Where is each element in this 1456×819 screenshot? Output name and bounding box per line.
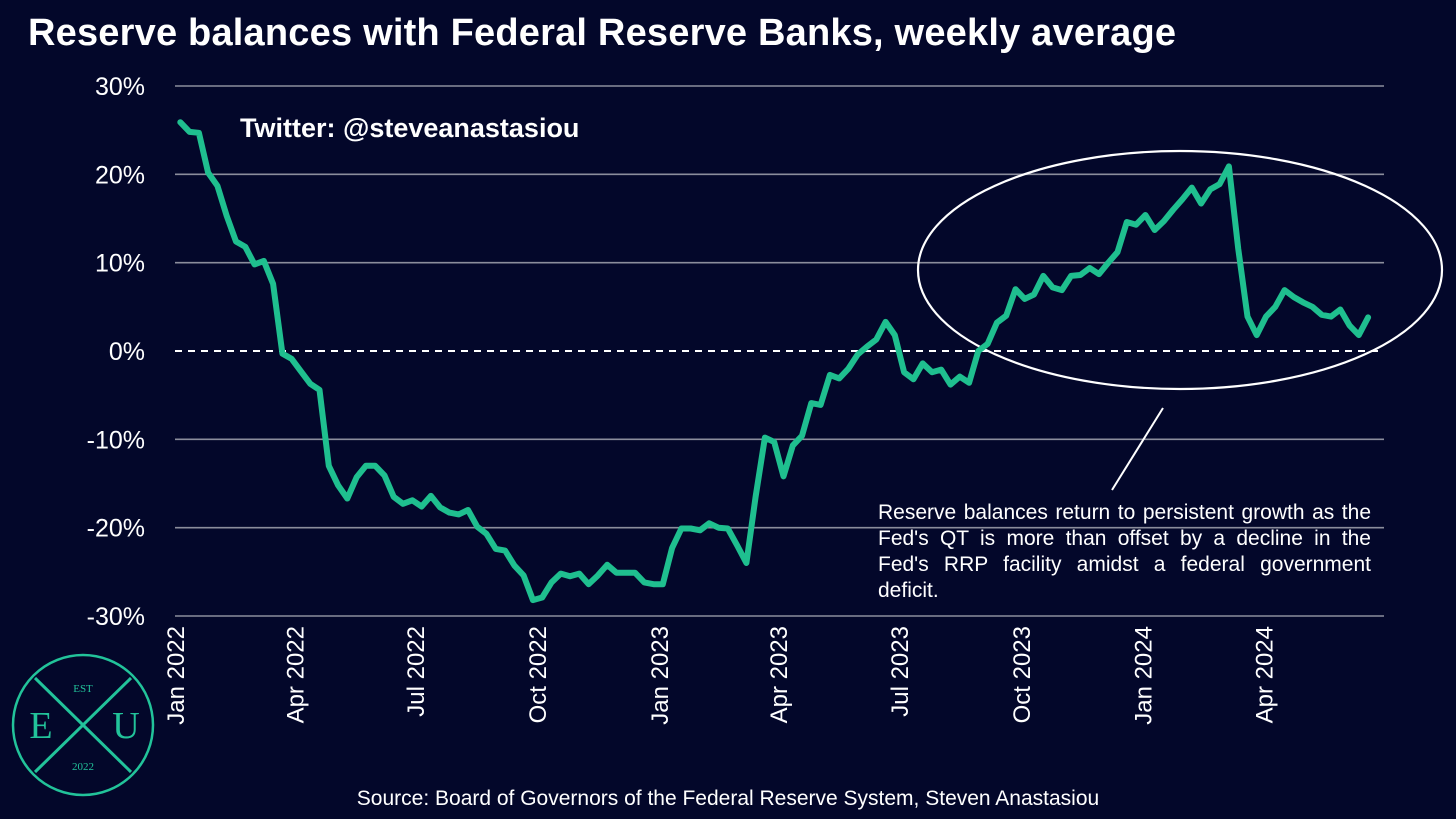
x-tick-label: Jul 2022 — [403, 626, 430, 717]
x-tick-label: Apr 2023 — [766, 626, 793, 723]
x-tick-label: Apr 2024 — [1251, 626, 1278, 723]
series-layer — [177, 119, 1372, 604]
chart-title: Reserve balances with Federal Reserve Ba… — [28, 12, 1177, 54]
y-axis-ticks: 30% 20% 10% 0% -10% -20% -30% — [87, 73, 145, 631]
y-tick-label: -10% — [87, 426, 145, 454]
logo-cross-b — [33, 676, 133, 774]
source-credit: Source: Board of Governors of the Federa… — [356, 787, 1100, 810]
y-tick-label: 30% — [95, 73, 145, 101]
logo-letter-u: U — [112, 705, 139, 747]
x-tick-label: Jan 2024 — [1131, 626, 1158, 725]
logo-est: EST — [73, 683, 93, 695]
highlight-ellipse — [916, 149, 1444, 391]
x-tick-label: Apr 2022 — [282, 626, 309, 723]
twitter-handle: Twitter: @steveanastasiou — [240, 113, 580, 143]
x-tick-label: Jan 2022 — [163, 626, 190, 725]
y-tick-label: 20% — [95, 161, 145, 189]
y-tick-label: -30% — [87, 603, 145, 631]
x-tick-label: Oct 2022 — [525, 626, 552, 723]
logo-ring — [11, 653, 155, 797]
logo-year: 2022 — [72, 761, 94, 773]
logo-letter-e: E — [29, 705, 52, 747]
y-tick-label: 0% — [109, 338, 145, 366]
exu-logo: EST E U 2022 — [11, 653, 155, 797]
series-line — [177, 119, 1372, 604]
annotation-note: Reserve balances return to persistent gr… — [878, 501, 1371, 602]
grid-lines — [175, 85, 1384, 617]
annotation-pointer-line — [1111, 407, 1164, 491]
y-tick-label: 10% — [95, 250, 145, 278]
x-tick-label: Jul 2023 — [887, 626, 914, 717]
x-tick-label: Oct 2023 — [1009, 626, 1036, 723]
y-tick-label: -20% — [87, 515, 145, 543]
x-tick-label: Jan 2023 — [647, 626, 674, 725]
x-axis-ticks: Jan 2022 Apr 2022 Jul 2022 Oct 2022 Jan 2023… — [163, 626, 1278, 725]
